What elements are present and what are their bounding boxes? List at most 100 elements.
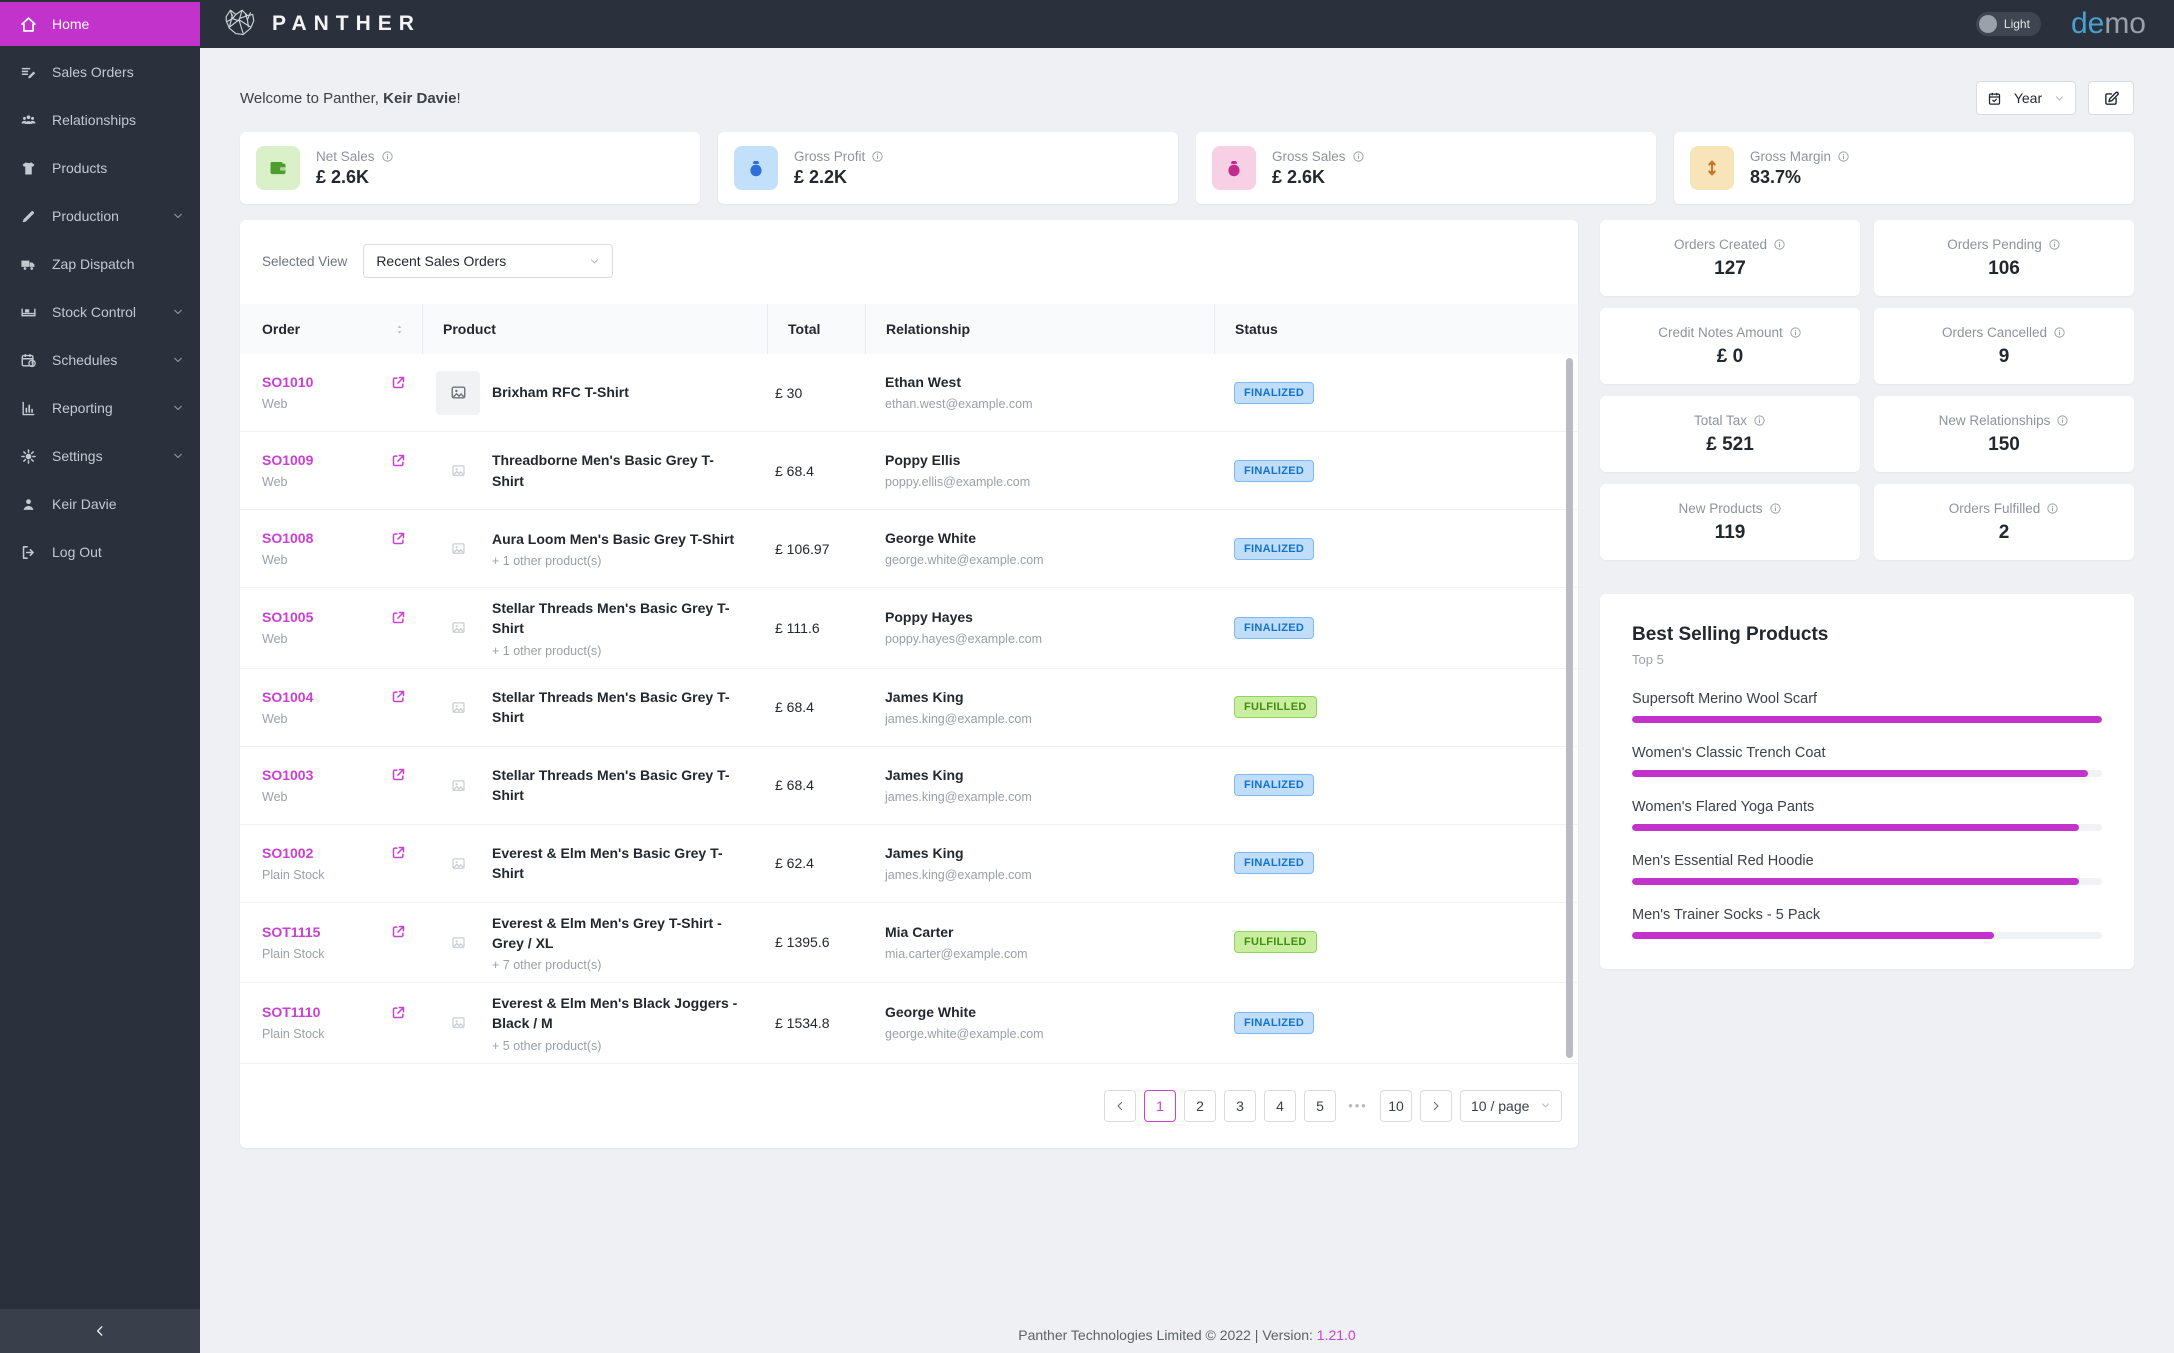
sidebar-item-home[interactable]: Home [0, 2, 200, 46]
user-icon [23, 498, 34, 510]
column-header-status: Status [1214, 304, 1578, 354]
external-link-icon[interactable] [391, 453, 406, 468]
sidebar-item-schedules[interactable]: Schedules [0, 338, 200, 382]
sidebar-item-stock-control[interactable]: Stock Control [0, 290, 200, 334]
order-link[interactable]: SOT1115 [262, 923, 321, 940]
stat-card-credit-notes-amount: Credit Notes Amount £ 0 [1600, 308, 1860, 384]
pagination-prev-button[interactable] [1104, 1089, 1136, 1122]
best-selling-title: Best Selling Products [1632, 624, 1829, 645]
best-selling-item: Supersoft Merino Wool Scarf [1632, 691, 2102, 723]
order-total: £ 68.4 [775, 777, 814, 794]
sidebar-item-settings[interactable]: Settings [0, 434, 200, 478]
order-channel: Web [262, 475, 288, 489]
chevron-down-icon [1541, 1103, 1550, 1108]
selected-view-dropdown[interactable]: Recent Sales Orders [363, 244, 614, 278]
order-link[interactable]: SO1009 [262, 452, 314, 468]
external-link-icon[interactable] [391, 375, 406, 390]
order-link[interactable]: SOT1110 [262, 1004, 321, 1021]
info-icon[interactable] [2048, 238, 2061, 251]
info-icon[interactable] [1837, 150, 1850, 163]
external-link-icon[interactable] [391, 767, 406, 782]
info-icon[interactable] [1773, 238, 1786, 251]
stat-label: Credit Notes Amount [1658, 324, 1783, 340]
table-scrollbar[interactable] [1566, 358, 1573, 1058]
info-icon[interactable] [2056, 414, 2069, 427]
external-link-icon[interactable] [391, 924, 406, 939]
order-channel: Web [262, 397, 288, 411]
stat-value: £ 0 [1716, 345, 1744, 367]
selected-view-value: Recent Sales Orders [376, 253, 507, 269]
order-link[interactable]: SO1010 [262, 374, 314, 390]
period-selector[interactable]: Year [1976, 81, 2076, 115]
chevron-down-icon [174, 357, 182, 363]
status-badge: FINALIZED [1234, 1011, 1315, 1034]
order-link[interactable]: SO1003 [262, 766, 314, 783]
relationship-email: mia.carter@example.com [885, 946, 1028, 961]
pagination-page-10[interactable]: 10 [1380, 1089, 1412, 1122]
order-total: £ 68.4 [775, 462, 814, 479]
status-badge: FULFILLED [1234, 931, 1317, 954]
info-icon[interactable] [1789, 326, 1802, 339]
best-selling-item: Women's Flared Yoga Pants [1632, 799, 2102, 831]
sort-icon[interactable] [393, 323, 406, 336]
info-icon[interactable] [2046, 502, 2059, 515]
column-header-relationship: Relationship [865, 304, 1214, 354]
sidebar-item-reporting[interactable]: Reporting [0, 386, 200, 430]
product-image-placeholder [436, 685, 480, 729]
version-link[interactable]: 1.21.0 [1316, 1327, 1356, 1343]
table-row: SO1004 Web Stellar Threads Men's Basic G… [240, 669, 1578, 747]
theme-toggle-knob [1978, 15, 1997, 33]
info-icon[interactable] [1769, 502, 1782, 515]
theme-toggle[interactable]: Light [1975, 12, 2041, 36]
wallet-icon [256, 146, 300, 190]
relationship-email: poppy.ellis@example.com [885, 475, 1031, 489]
relationship-email: george.white@example.com [885, 553, 1044, 567]
external-link-icon[interactable] [391, 845, 406, 860]
external-link-icon[interactable] [391, 531, 406, 546]
kpi-value: £ 2.6K [316, 166, 370, 187]
order-total: £ 1395.6 [775, 934, 830, 951]
stat-label: Orders Fulfilled [1948, 500, 2041, 516]
order-link[interactable]: SO1005 [262, 609, 314, 626]
info-icon[interactable] [381, 150, 394, 163]
sidebar-item-zap-dispatch[interactable]: Zap Dispatch [0, 242, 200, 286]
edit-dashboard-button[interactable] [2088, 81, 2134, 115]
pagination-page-2[interactable]: 2 [1184, 1089, 1216, 1122]
sidebar-item-products[interactable]: Products [0, 146, 200, 190]
sidebar-item-label: Keir Davie [52, 496, 117, 512]
external-link-icon[interactable] [391, 610, 406, 625]
pagination-page-1[interactable]: 1 [1144, 1089, 1176, 1122]
sidebar-item-production[interactable]: Production [0, 194, 200, 238]
pagination-ellipsis[interactable]: ••• [1348, 1098, 1368, 1114]
best-selling-bar-fill [1632, 824, 2079, 831]
pagination-next-button[interactable] [1420, 1089, 1452, 1122]
pagination-page-3[interactable]: 3 [1224, 1089, 1256, 1122]
kpi-value: 83.7% [1750, 166, 1802, 187]
relationship-name: James King [885, 688, 964, 705]
kpi-label: Gross Margin [1750, 148, 1832, 164]
relationship-name: Poppy Hayes [885, 609, 973, 626]
sidebar-item-log-out[interactable]: Log Out [0, 530, 200, 574]
page-size-select[interactable]: 10 / page [1460, 1089, 1562, 1122]
pagination-page-5[interactable]: 5 [1304, 1089, 1336, 1122]
sidebar-item-relationships[interactable]: Relationships [0, 98, 200, 142]
info-icon[interactable] [1352, 150, 1365, 163]
pagination-page-4[interactable]: 4 [1264, 1089, 1296, 1122]
product-image-placeholder [436, 527, 480, 571]
info-icon[interactable] [1753, 414, 1766, 427]
product-name: Everest & Elm Men's Black Joggers - Blac… [492, 995, 738, 1032]
external-link-icon[interactable] [391, 1005, 406, 1020]
order-link[interactable]: SO1002 [262, 844, 314, 861]
sidebar-collapse-button[interactable] [0, 1309, 200, 1353]
logout-icon [22, 545, 34, 559]
info-icon[interactable] [871, 150, 884, 163]
relationship-name: James King [885, 844, 964, 861]
sidebar-item-keir-davie[interactable]: Keir Davie [0, 482, 200, 526]
info-icon[interactable] [2053, 326, 2066, 339]
order-link[interactable]: SO1008 [262, 530, 314, 546]
external-link-icon[interactable] [391, 689, 406, 704]
table-row: SO1010 Web Brixham RFC T-Shirt [240, 354, 1578, 432]
table-row: SOT1110 Plain Stock Everest & Elm Men's … [240, 983, 1578, 1064]
sidebar-item-sales-orders[interactable]: Sales Orders [0, 50, 200, 94]
order-link[interactable]: SO1004 [262, 688, 314, 705]
